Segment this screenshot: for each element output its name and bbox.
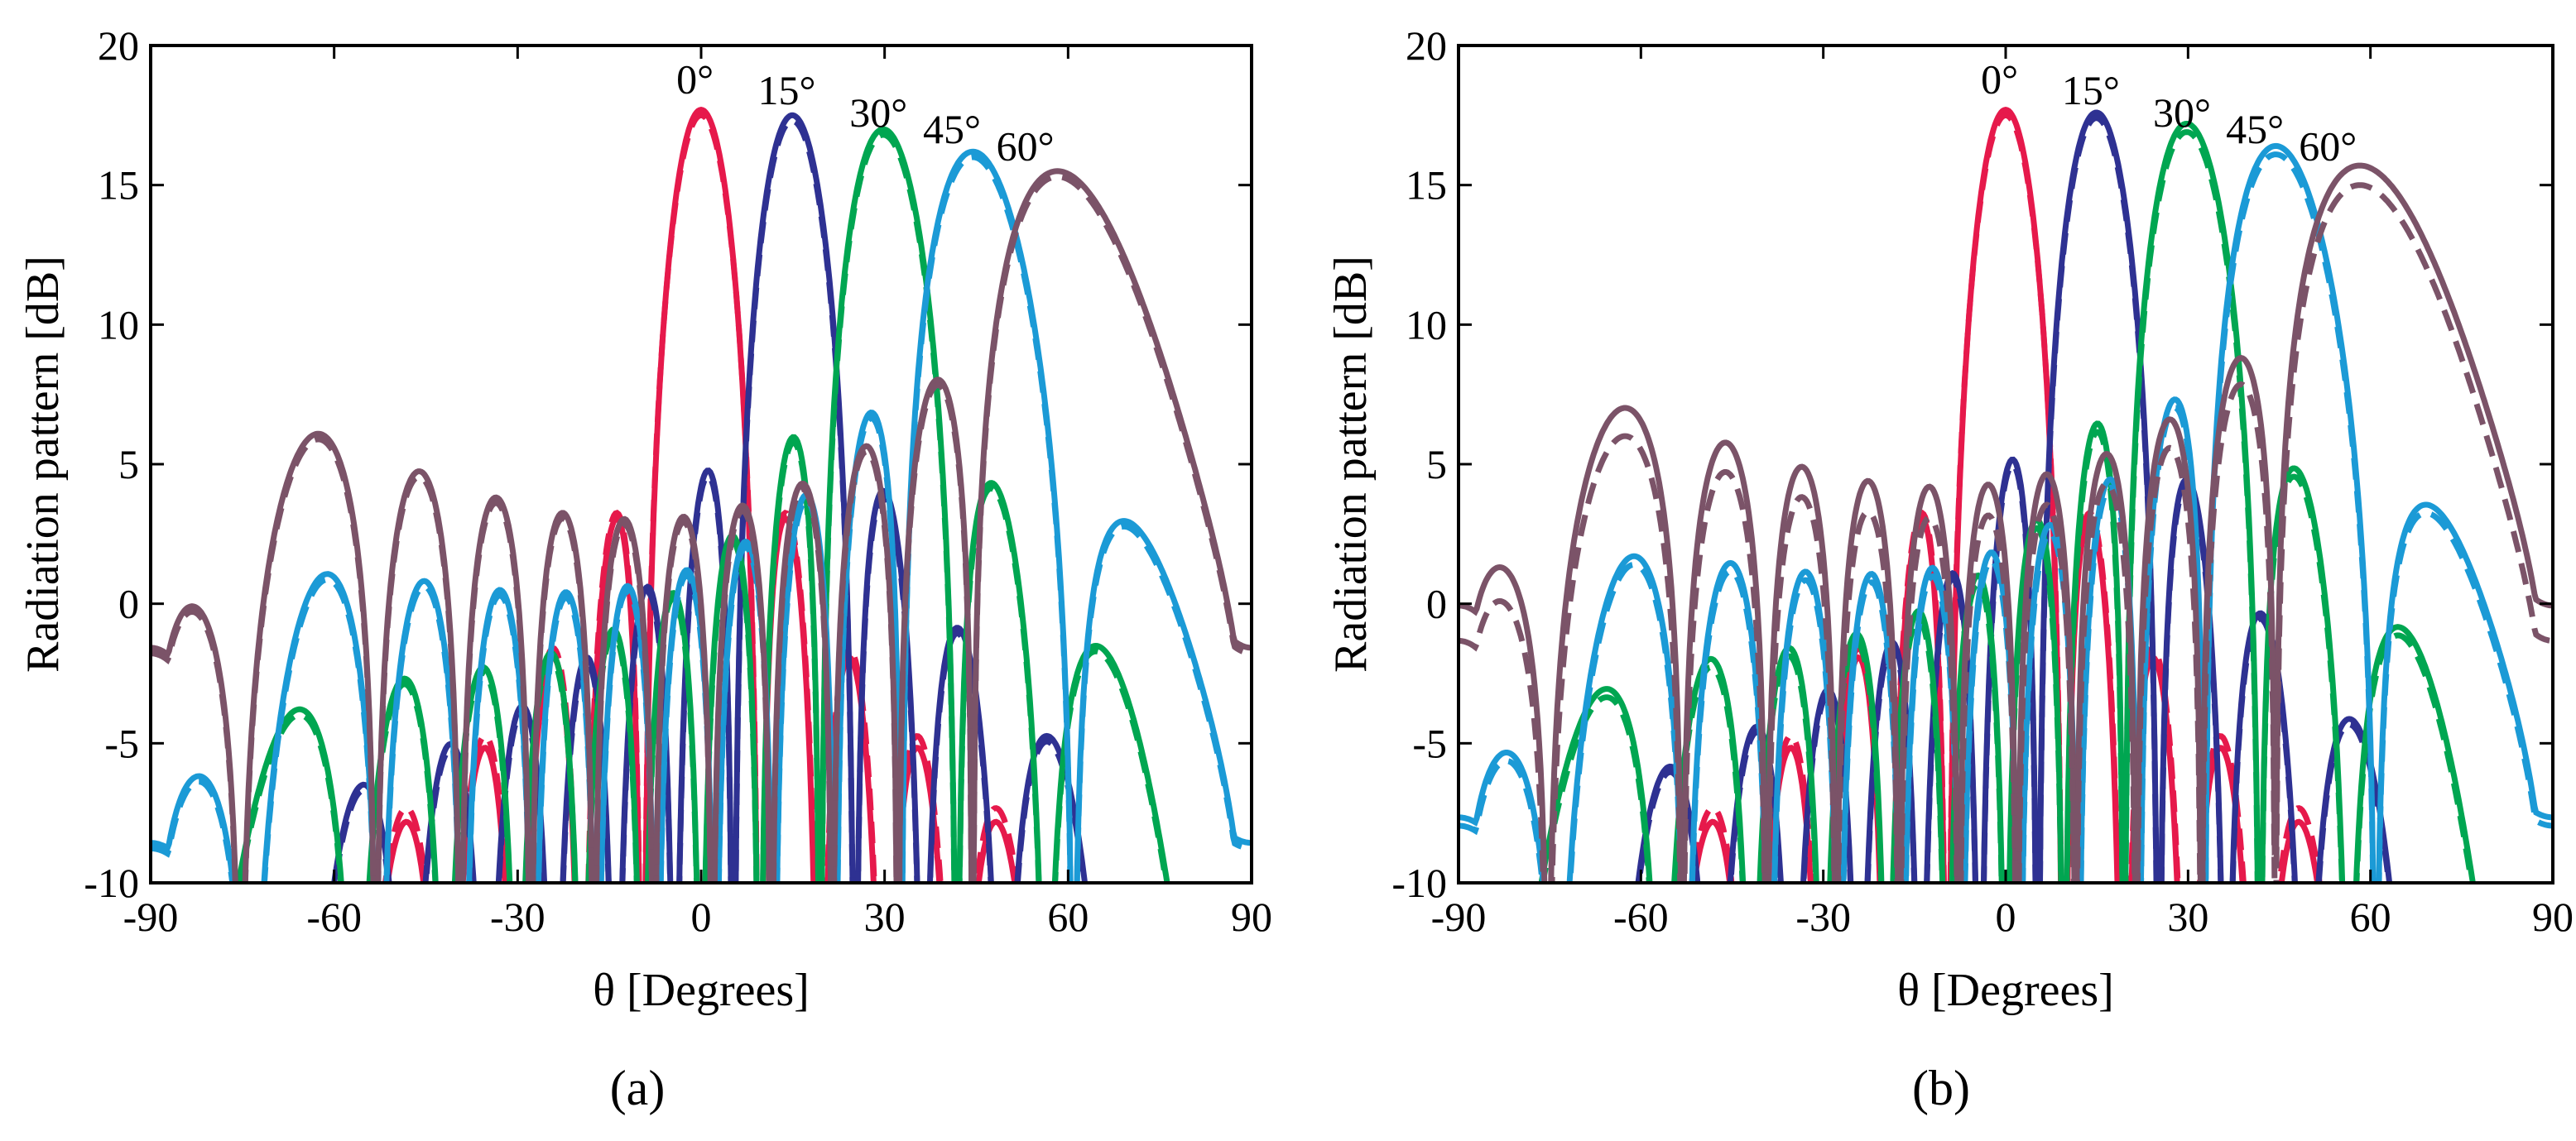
x-tick-label: 60 <box>2350 894 2391 940</box>
series-line-15-measured <box>332 117 1088 883</box>
steer-angle-annotation: 60° <box>2299 122 2357 169</box>
steer-angle-annotation: 45° <box>923 106 981 152</box>
chart-panel-b: -90 -60 -30 0 30 60 90 -10 -5 0 5 10 15 20 0° 15° 30° 45°… <box>1325 22 2574 1115</box>
x-axis-label: θ [Degrees] <box>593 965 810 1016</box>
series-line-60-simulated <box>1459 162 2553 883</box>
series-line-60-measured <box>151 173 1252 883</box>
x-tick-label: -60 <box>306 894 362 940</box>
x-tick-label: -90 <box>123 894 179 940</box>
steer-angle-annotation: 15° <box>2062 67 2120 113</box>
y-tick-label: 10 <box>98 301 139 348</box>
y-tick-label: 20 <box>1406 22 1447 69</box>
series-line-0-measured <box>1689 112 2323 883</box>
y-tick-label: 20 <box>98 22 139 69</box>
y-tick-label: 5 <box>1426 441 1447 487</box>
x-axis-label: θ [Degrees] <box>1897 965 2114 1016</box>
x-tick-label: 90 <box>1231 894 1272 940</box>
x-tick-label: 0 <box>691 894 712 940</box>
axes-frame <box>149 44 1253 885</box>
steer-angle-annotation: 0° <box>1981 55 2018 102</box>
y-axis-label: Radiation pattern [dB] <box>1325 256 1377 673</box>
y-tick-label: 15 <box>1406 162 1447 209</box>
series-line-0-simulated <box>1690 107 2321 883</box>
y-tick-label: -5 <box>104 720 139 766</box>
steer-angle-annotation: 30° <box>849 89 907 136</box>
x-tick-label: 60 <box>1047 894 1089 940</box>
steer-angle-annotation: 15° <box>757 67 815 113</box>
y-axis-label: Radiation pattern [dB] <box>17 256 69 673</box>
x-tick-label: 0 <box>1996 894 2016 940</box>
series-line-0-simulated <box>384 107 1018 883</box>
y-tick-label: 10 <box>1406 301 1447 348</box>
panel-label: (a) <box>610 1061 666 1115</box>
panel-label: (b) <box>1912 1061 1970 1115</box>
steer-angle-annotation: 45° <box>2226 106 2284 152</box>
steer-angle-annotation: 0° <box>676 55 714 102</box>
x-tick-label: 30 <box>2167 894 2208 940</box>
y-tick-label: 0 <box>1426 581 1447 627</box>
y-tick-label: 15 <box>98 162 139 209</box>
series-line-30-measured <box>1540 129 2475 883</box>
x-tick-label: 90 <box>2532 894 2574 940</box>
x-tick-label: 30 <box>864 894 906 940</box>
x-tick-label: -60 <box>1613 894 1669 940</box>
axes-frame <box>1457 44 2554 885</box>
series-line-0-measured <box>382 112 1021 883</box>
y-tick-label: -10 <box>84 860 139 906</box>
y-tick-label: 0 <box>118 581 139 627</box>
x-tick-label: -30 <box>1795 894 1851 940</box>
steer-angle-annotation: 60° <box>997 122 1055 169</box>
series-line-15-simulated <box>331 112 1089 883</box>
y-tick-label: -5 <box>1412 720 1447 766</box>
x-tick-label: -30 <box>490 894 545 940</box>
series-line-60-measured <box>1459 182 2553 883</box>
steer-angle-annotation: 30° <box>2153 89 2211 136</box>
x-tick-label: -90 <box>1431 894 1487 940</box>
chart-panel-a: -90 -60 -30 0 30 60 90 -10 -5 0 5 10 15 20 0° 15° 30° 45°… <box>17 22 1272 1115</box>
y-tick-label: -10 <box>1391 860 1447 906</box>
y-tick-label: 5 <box>118 441 139 487</box>
